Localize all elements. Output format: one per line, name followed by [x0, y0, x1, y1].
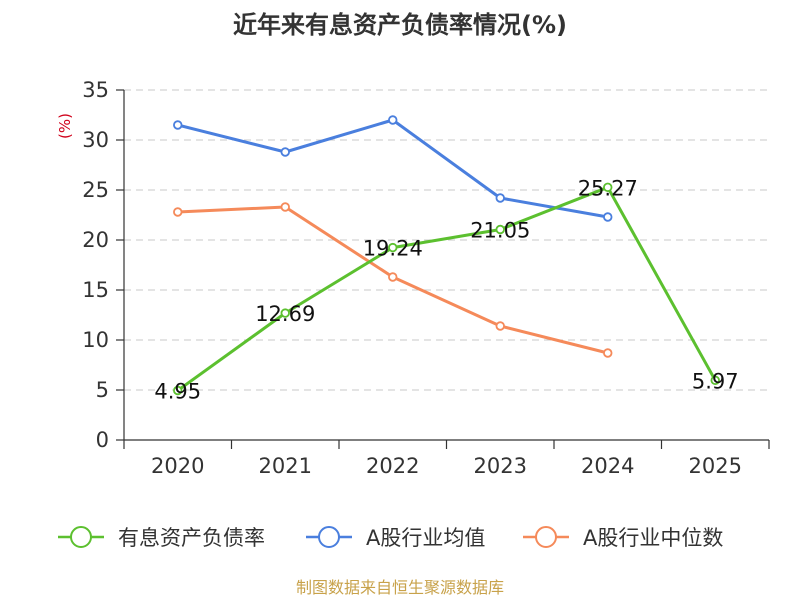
- data-label: 5.97: [692, 369, 739, 393]
- y-tick-label: 35: [82, 78, 109, 102]
- data-point: [173, 385, 183, 396]
- data-label: 4.95: [154, 380, 201, 404]
- data-point: [603, 212, 613, 222]
- y-tick-label: 30: [82, 128, 109, 152]
- data-point: [495, 224, 505, 235]
- legend-label: A股行业中位数: [583, 526, 723, 550]
- series-line: [176, 185, 717, 392]
- data-point: [603, 348, 613, 358]
- y-tick-label: 15: [82, 278, 109, 302]
- data-point: [280, 202, 290, 212]
- legend-swatch-marker: [318, 526, 340, 548]
- data-point: [388, 242, 398, 253]
- series-layer: [173, 115, 720, 396]
- legend-label: 有息资产负债率: [118, 526, 265, 550]
- legend: 有息资产负债率 A股行业均值 A股行业中位数: [58, 526, 723, 550]
- data-label: 12.69: [255, 302, 315, 326]
- legend-swatch-marker: [70, 526, 92, 548]
- data-point: [173, 207, 183, 217]
- x-tick-label: 2020: [151, 454, 204, 478]
- y-tick-label: 0: [96, 428, 109, 452]
- legend-swatch-marker: [535, 526, 557, 548]
- x-tick-label: 2025: [689, 454, 742, 478]
- data-point: [388, 115, 398, 125]
- source-note: 制图数据来自恒生聚源数据库: [296, 578, 504, 597]
- data-point: [603, 182, 613, 192]
- data-labels: 4.95 12.69 19.24 21.05 25.27 5.97: [154, 176, 738, 403]
- chart-title: 近年来有息资产负债率情况(%): [233, 11, 567, 39]
- data-label: 19.24: [363, 237, 423, 261]
- legend-label: A股行业均值: [366, 526, 485, 550]
- data-point: [173, 120, 183, 130]
- data-point: [280, 308, 290, 318]
- x-tick-label: 2021: [259, 454, 312, 478]
- x-tick-label: 2022: [366, 454, 419, 478]
- data-point: [710, 375, 720, 385]
- y-tick-label: 5: [96, 378, 109, 402]
- data-label: 21.05: [470, 219, 530, 243]
- y-tick-label: 10: [82, 328, 109, 352]
- y-tick-label: 20: [82, 228, 109, 252]
- data-point: [495, 321, 505, 331]
- x-tick-label: 2023: [474, 454, 527, 478]
- data-point: [495, 193, 505, 203]
- data-label: 25.27: [578, 176, 638, 200]
- x-tick-label: 2024: [581, 454, 634, 478]
- data-point: [388, 272, 398, 282]
- y-tick-label: 25: [82, 178, 109, 202]
- series-line: [177, 118, 609, 219]
- data-point: [280, 147, 290, 157]
- y-axis-label: (%): [56, 113, 74, 139]
